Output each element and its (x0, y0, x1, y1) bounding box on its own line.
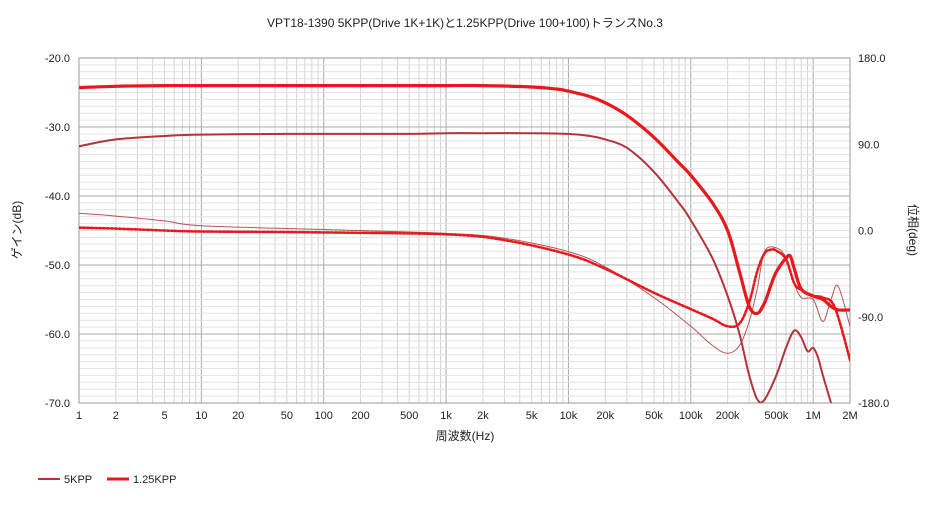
legend-label: 5KPP (64, 474, 92, 486)
x-tick-label: 5k (526, 410, 538, 422)
x-tick-label: 1k (440, 410, 452, 422)
grid (78, 57, 851, 404)
y-left-tick-labels: -20.0 -30.0 -40.0 -50.0 -60.0 -70.0 (45, 53, 70, 410)
x-tick-label: 100 (315, 410, 333, 422)
y-right-tick-label: 90.0 (858, 139, 879, 151)
y-right-tick-label: 180.0 (858, 53, 886, 65)
y-left-axis-title: ゲイン(dB) (10, 201, 24, 259)
x-tick-label: 20 (232, 410, 244, 422)
series-1-25kpp-gain-line (79, 83, 850, 316)
series-5kpp-phase-line (79, 212, 850, 354)
x-tick-label: 500k (764, 410, 788, 422)
x-tick-label: 50k (645, 410, 663, 422)
x-tick-label: 100k (679, 410, 703, 422)
x-tick-label: 1M (806, 410, 821, 422)
x-tick-label: 1 (76, 410, 82, 422)
x-tick-labels: 1 2 5 10 20 50 100 200 500 1k 2k 5k 10k 20k 50k 100k 200… (76, 410, 858, 422)
y-left-tick-label: -70.0 (45, 398, 70, 410)
x-tick-label: 10k (560, 410, 578, 422)
x-tick-label: 10 (195, 410, 207, 422)
y-right-axis-title: 位相(deg) (906, 204, 921, 256)
y-right-tick-label: -180.0 (858, 398, 889, 410)
x-tick-label: 50 (281, 410, 293, 422)
y-left-tick-label: -40.0 (45, 191, 70, 203)
y-left-tick-label: -50.0 (45, 260, 70, 272)
y-left-tick-label: -20.0 (45, 53, 70, 65)
y-right-tick-labels: 180.0 90.0 0.0 -90.0 -180.0 (858, 53, 889, 410)
x-tick-label: 2k (477, 410, 489, 422)
x-tick-label: 200 (351, 410, 369, 422)
series-5kpp-gain-line (79, 132, 832, 403)
x-axis-title: 周波数(Hz) (436, 428, 495, 443)
legend-label: 1.25KPP (133, 474, 176, 486)
x-tick-label: 2M (842, 410, 857, 422)
x-tick-label: 2 (113, 410, 119, 422)
y-left-tick-label: -60.0 (45, 329, 70, 341)
x-tick-label: 5 (161, 410, 167, 422)
x-tick-label: 500 (400, 410, 418, 422)
series-1-25kpp-phase-line (79, 226, 850, 362)
chart-title: VPT18-1390 5KPP(Drive 1K+1K)と1.25KPP(Dri… (267, 16, 663, 30)
series-lines (79, 83, 850, 403)
y-left-tick-label: -30.0 (45, 122, 70, 134)
y-right-tick-label: 0.0 (858, 226, 873, 238)
legend: 5KPP 1.25KPP (38, 474, 176, 486)
y-right-tick-label: -90.0 (858, 312, 883, 324)
plot-area-border (78, 57, 851, 404)
x-tick-label: 200k (716, 410, 740, 422)
x-tick-label: 20k (596, 410, 614, 422)
